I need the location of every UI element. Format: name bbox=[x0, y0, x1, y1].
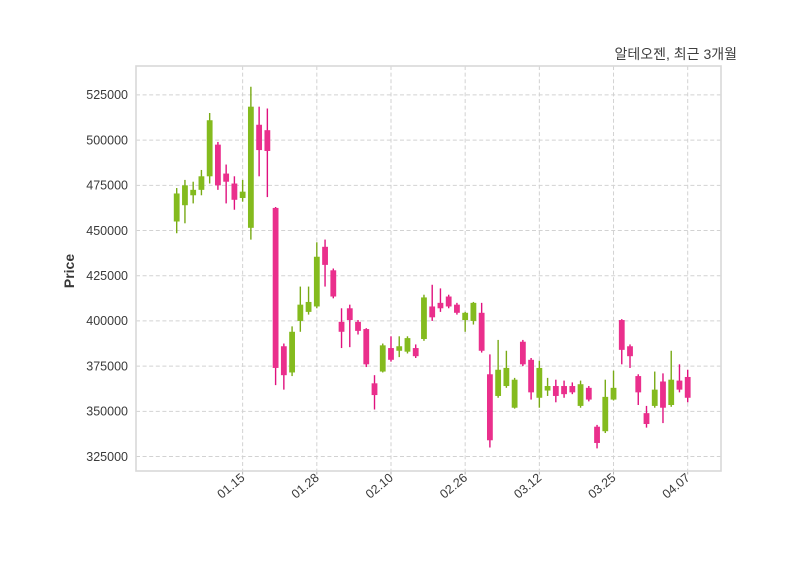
candle-body bbox=[421, 297, 427, 340]
candle-body bbox=[536, 367, 543, 398]
candle-body bbox=[412, 348, 419, 357]
candle-body bbox=[585, 387, 592, 400]
candle-body bbox=[346, 308, 353, 321]
plot-border bbox=[135, 65, 722, 472]
candle-body bbox=[355, 321, 361, 331]
candle-body bbox=[247, 106, 254, 228]
candle-body bbox=[660, 381, 666, 408]
y-tick-label: 525000 bbox=[86, 88, 128, 102]
candle-body bbox=[198, 176, 205, 190]
candle-body bbox=[437, 302, 444, 309]
candle-body bbox=[280, 346, 287, 376]
candle-body bbox=[223, 173, 230, 182]
candle-body bbox=[528, 359, 535, 393]
y-tick-label: 450000 bbox=[86, 224, 128, 238]
candle-body bbox=[404, 338, 411, 352]
candle-body bbox=[239, 191, 246, 198]
candle-body bbox=[552, 386, 559, 396]
candle-body bbox=[651, 389, 658, 406]
candle-body bbox=[190, 189, 197, 196]
candle-body bbox=[577, 384, 584, 406]
y-tick-label: 350000 bbox=[86, 405, 128, 419]
y-tick-label: 325000 bbox=[86, 450, 128, 464]
candle-body bbox=[462, 312, 469, 321]
candle-body bbox=[594, 426, 600, 443]
candle-body bbox=[264, 130, 271, 151]
candle-body bbox=[470, 302, 477, 321]
candle-body bbox=[322, 246, 328, 265]
candle-body bbox=[544, 386, 551, 391]
y-tick-label: 425000 bbox=[86, 269, 128, 283]
candle-body bbox=[478, 312, 485, 351]
candle-body bbox=[297, 304, 304, 321]
candle-body bbox=[561, 386, 567, 395]
candle-body bbox=[519, 341, 526, 365]
y-axis-label: Price bbox=[61, 253, 77, 289]
candle-body bbox=[215, 144, 221, 186]
candle-body bbox=[676, 380, 683, 390]
candle-body bbox=[182, 185, 188, 206]
candle-body bbox=[627, 346, 633, 357]
candle-body bbox=[635, 376, 642, 393]
chart-title: 알테오젠, 최근 3개월 bbox=[614, 46, 738, 62]
candle-body bbox=[272, 207, 279, 368]
candle-body bbox=[445, 296, 452, 307]
candle-body bbox=[668, 379, 675, 406]
candle-body bbox=[486, 374, 493, 441]
candle-body bbox=[684, 376, 691, 398]
candle-body bbox=[313, 256, 320, 307]
candle-body bbox=[618, 320, 625, 350]
candle-body bbox=[388, 348, 394, 360]
candle-body bbox=[511, 379, 518, 408]
candle-body bbox=[454, 304, 460, 313]
candle-body bbox=[379, 345, 386, 372]
y-tick-label: 500000 bbox=[86, 133, 128, 147]
candle-body bbox=[495, 369, 502, 396]
candle-body bbox=[363, 329, 370, 365]
candle-body bbox=[602, 396, 609, 432]
y-tick-label: 475000 bbox=[86, 179, 128, 193]
candle-body bbox=[503, 367, 510, 387]
y-tick-label: 375000 bbox=[86, 359, 128, 373]
candle-body bbox=[330, 270, 337, 297]
candle-body bbox=[289, 331, 295, 373]
candle-body bbox=[610, 387, 617, 400]
candle-body bbox=[256, 124, 263, 151]
candle-body bbox=[231, 183, 238, 200]
candle-body bbox=[206, 120, 213, 177]
candle-body bbox=[429, 306, 436, 318]
y-tick-label: 400000 bbox=[86, 314, 128, 328]
candle-body bbox=[569, 386, 576, 393]
candle-body bbox=[173, 193, 180, 222]
candle-body bbox=[371, 383, 378, 396]
candle-body bbox=[643, 413, 650, 424]
candle-body bbox=[396, 346, 403, 351]
candle-body bbox=[305, 301, 312, 312]
candle-body bbox=[338, 321, 345, 332]
